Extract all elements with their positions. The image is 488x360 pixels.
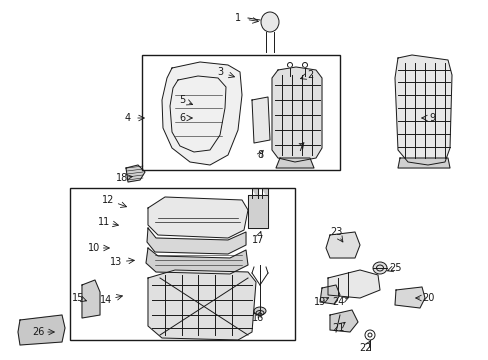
Text: 6: 6 (179, 113, 184, 123)
Text: 2: 2 (306, 70, 312, 80)
Ellipse shape (372, 262, 386, 274)
Polygon shape (82, 280, 100, 318)
Polygon shape (394, 55, 451, 165)
Polygon shape (251, 188, 258, 198)
Text: 18: 18 (116, 173, 128, 183)
Text: 1: 1 (234, 13, 241, 23)
Text: 23: 23 (329, 227, 342, 237)
Bar (70, 188, 294, 340)
Polygon shape (262, 188, 267, 198)
Ellipse shape (261, 12, 279, 32)
Text: 4: 4 (124, 113, 131, 123)
Text: 21: 21 (331, 323, 344, 333)
Text: 16: 16 (251, 313, 264, 323)
Polygon shape (271, 67, 321, 162)
Polygon shape (275, 158, 313, 168)
Polygon shape (329, 310, 357, 332)
Polygon shape (147, 228, 245, 254)
Text: 13: 13 (110, 257, 122, 267)
Polygon shape (325, 232, 359, 258)
Text: 24: 24 (331, 297, 344, 307)
Polygon shape (247, 195, 267, 228)
Text: 12: 12 (102, 195, 114, 205)
Polygon shape (394, 287, 424, 308)
Polygon shape (162, 62, 242, 165)
Text: 9: 9 (428, 113, 434, 123)
Polygon shape (146, 248, 247, 274)
Polygon shape (319, 285, 339, 304)
Polygon shape (251, 97, 269, 143)
Polygon shape (18, 315, 65, 345)
Polygon shape (327, 270, 379, 298)
Polygon shape (148, 270, 256, 340)
Text: 20: 20 (421, 293, 433, 303)
Ellipse shape (253, 307, 265, 315)
Text: 7: 7 (296, 143, 303, 153)
Text: 22: 22 (359, 343, 371, 353)
Text: 17: 17 (251, 235, 264, 245)
Polygon shape (397, 158, 449, 168)
Polygon shape (148, 197, 247, 238)
Bar (142, 55, 339, 170)
Polygon shape (126, 165, 145, 182)
Text: 19: 19 (313, 297, 325, 307)
Text: 5: 5 (179, 95, 185, 105)
Text: 10: 10 (88, 243, 100, 253)
Text: 14: 14 (100, 295, 112, 305)
Text: 11: 11 (98, 217, 110, 227)
Text: 8: 8 (256, 150, 263, 160)
Text: 25: 25 (389, 263, 402, 273)
Text: 26: 26 (32, 327, 44, 337)
Text: 15: 15 (72, 293, 84, 303)
Text: 3: 3 (217, 67, 223, 77)
